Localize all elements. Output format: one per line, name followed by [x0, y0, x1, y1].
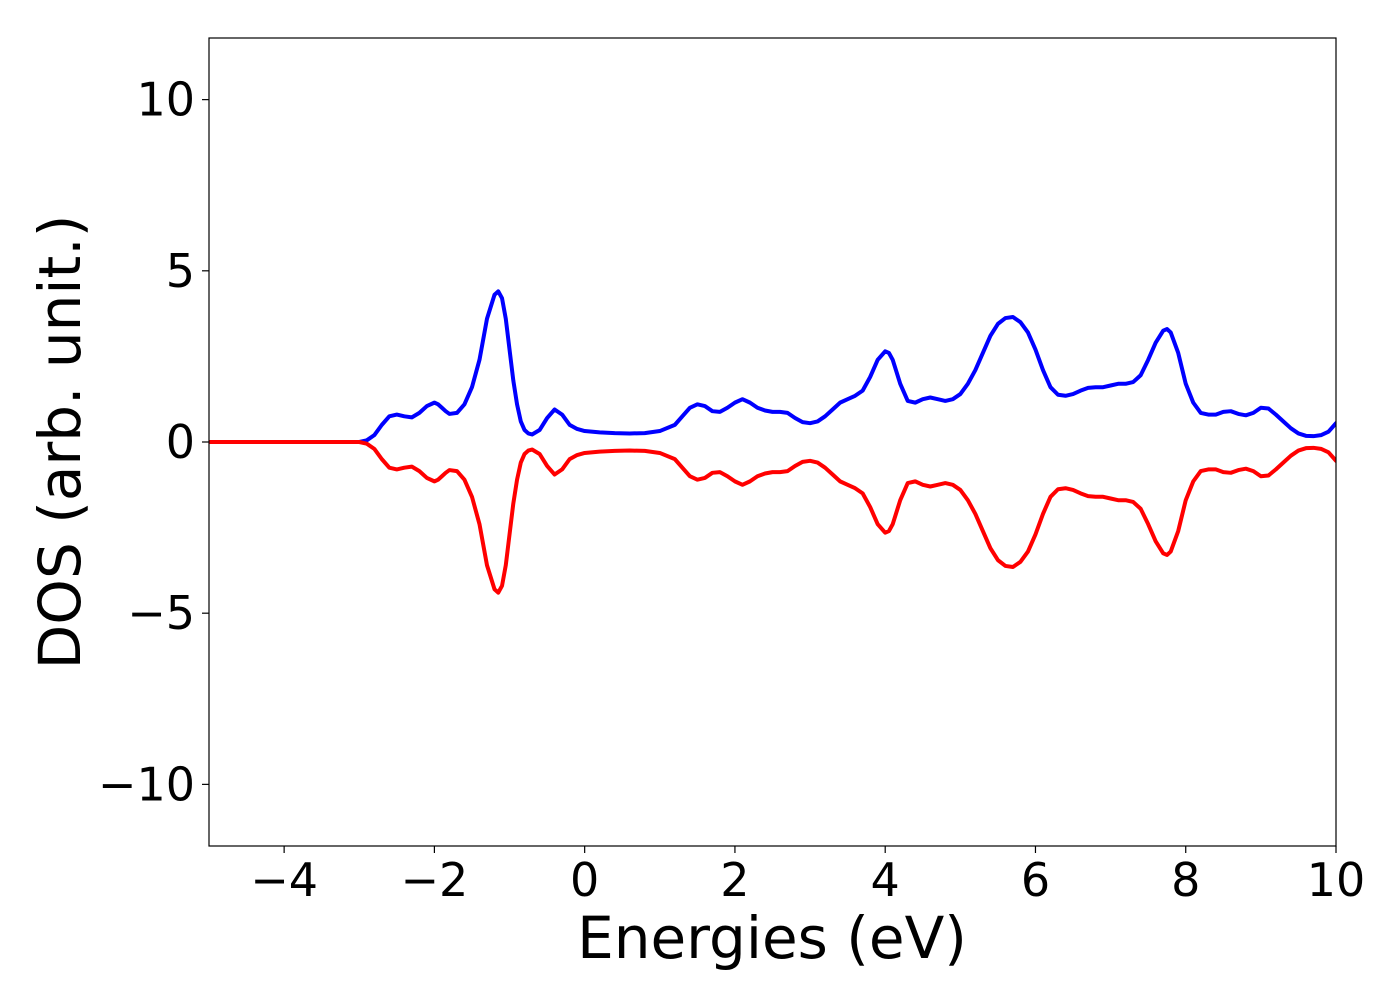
- y-axis-ticks: −10 −5 0 5 10: [98, 73, 209, 811]
- x-axis-label: Energies (eV): [577, 904, 967, 972]
- x-tick-label: −2: [400, 853, 468, 907]
- x-tick-label: 8: [1171, 853, 1200, 907]
- x-tick-label: 0: [570, 853, 599, 907]
- y-tick-label: 10: [136, 73, 195, 127]
- y-tick-label: −5: [127, 586, 195, 640]
- x-tick-label: 10: [1307, 853, 1366, 907]
- y-axis-label: DOS (arb. unit.): [26, 215, 94, 670]
- series-line-1: [209, 440, 1336, 595]
- series-line-0: [209, 289, 1336, 444]
- y-tick-label: 0: [166, 415, 195, 469]
- series-layer: [209, 289, 1336, 595]
- y-tick-label: −10: [98, 757, 195, 811]
- x-tick-label: 4: [871, 853, 900, 907]
- y-tick-label: 5: [166, 244, 195, 298]
- x-tick-label: 6: [1021, 853, 1050, 907]
- x-axis-ticks: −4 −2 0 2 4 6 8 10: [250, 846, 1365, 907]
- x-tick-label: 2: [720, 853, 749, 907]
- x-tick-label: −4: [250, 853, 318, 907]
